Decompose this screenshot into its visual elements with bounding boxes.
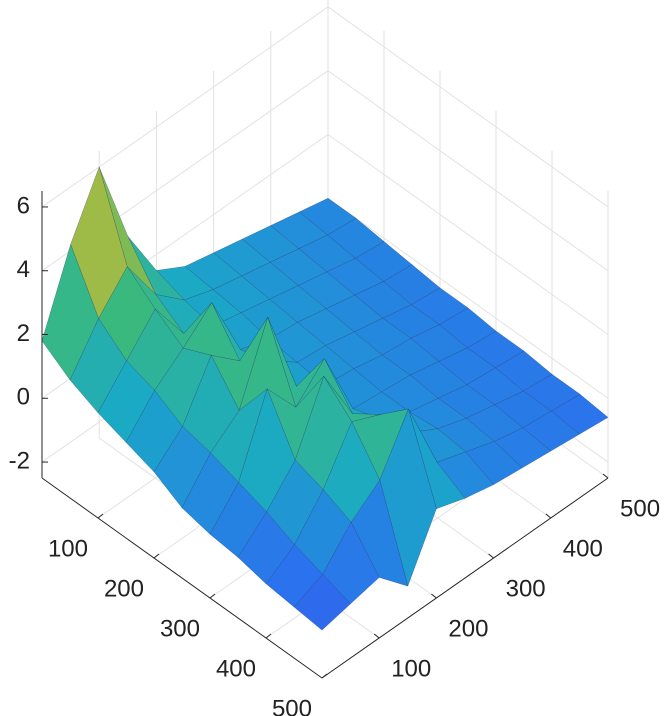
x-tick-label: 300 [506,575,546,602]
x-tick [431,593,437,599]
x-tick-label: 500 [620,495,660,522]
grid-line [327,70,609,272]
y-tick-label: 300 [160,615,200,642]
y-tick-label: 200 [104,575,144,602]
y-tick [265,633,272,639]
z-tick-label: 2 [17,320,30,347]
x-axis [321,477,609,679]
x-tick [373,633,380,639]
grid-line [327,197,609,399]
grid-line [41,6,329,208]
x-tick-label: 400 [563,535,603,562]
z-tick-label: -2 [9,447,30,474]
z-tick-label: 6 [17,192,30,219]
y-tick [321,673,328,679]
x-tick [602,473,609,479]
y-tick [97,513,104,519]
surface-patch [293,573,351,631]
y-tick [153,553,160,559]
y-tick-label: 100 [48,535,88,562]
z-tick-label: 0 [17,384,30,411]
z-tick-label: 4 [17,256,30,283]
x-tick-label: 100 [391,655,431,682]
grid-line [327,6,609,208]
x-tick-label: 200 [448,615,488,642]
x-tick [488,553,494,559]
y-tick-label: 400 [216,655,256,682]
y-tick-label: 500 [272,695,312,716]
grid-line [327,134,609,335]
x-tick [545,513,552,519]
y-axis [41,477,323,679]
y-tick [209,593,216,599]
